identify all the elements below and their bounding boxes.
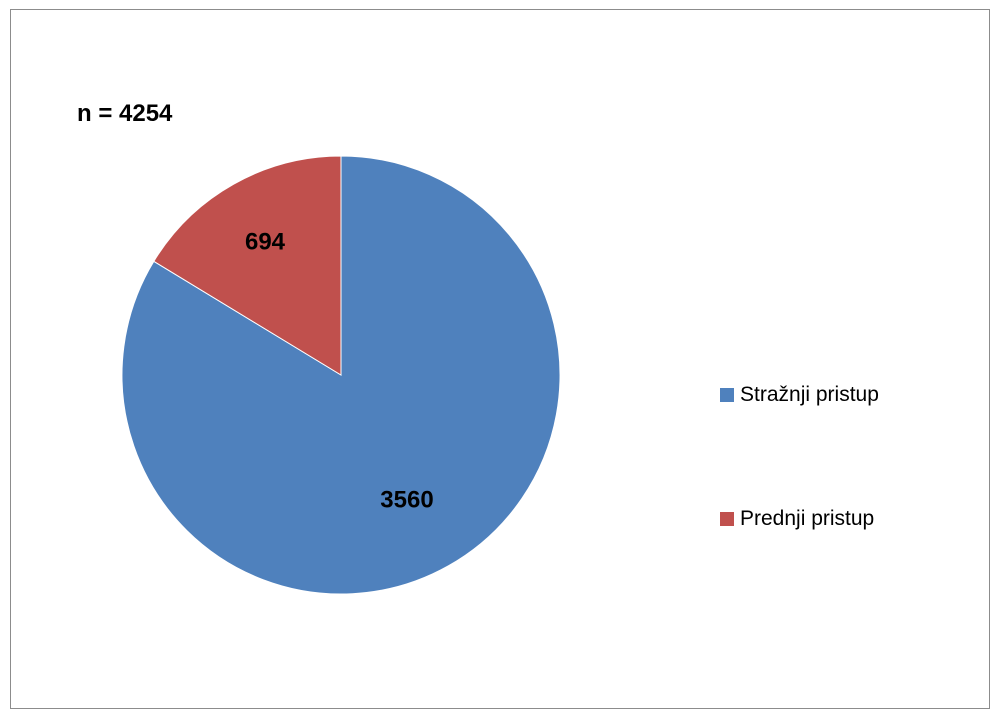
legend-swatch-straznji [720, 388, 734, 402]
legend-label-prednji: Prednji pristup [740, 507, 875, 530]
legend-item-straznji: Stražnji pristup [720, 383, 879, 407]
data-label-straznji: 3560 [380, 486, 433, 513]
sample-size-label: n = 4254 [77, 100, 173, 127]
legend-item-prednji: Prednji pristup [720, 507, 874, 531]
legend-swatch-prednji [720, 512, 734, 526]
data-label-prednji: 694 [245, 228, 286, 255]
legend-label-straznji: Stražnji pristup [740, 383, 879, 406]
pie-slice-prednji [153, 155, 342, 376]
